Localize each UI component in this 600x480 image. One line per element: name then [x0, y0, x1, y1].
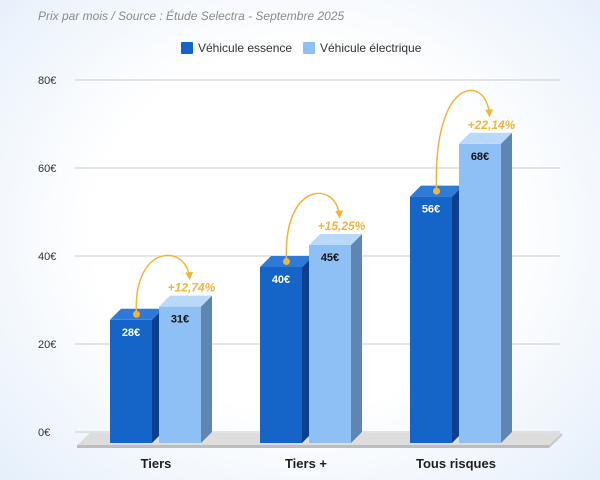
- bar-side-face: [501, 132, 512, 444]
- data-label-vehicule-electrique-tous-risques: 68€: [471, 151, 489, 163]
- y-tick-label: 80€: [38, 75, 56, 87]
- data-labels: 28€ 31€ 40€ 45€ 56€ 68€: [122, 151, 489, 339]
- increase-arrow: [435, 89, 494, 192]
- data-label-vehicule-essence-tiers-plus: 40€: [272, 274, 290, 286]
- increase-annotations: +12,74% +15,25% +22,14%: [133, 89, 516, 318]
- bar-vehicule-electrique-tous-risques: [459, 132, 512, 444]
- arrow-start-dot: [283, 258, 290, 265]
- bar-front-face: [309, 245, 351, 443]
- legend-swatch-electrique: [303, 42, 315, 54]
- bar-vehicule-electrique-tiers-plus: [309, 234, 362, 443]
- y-tick-label: 60€: [38, 163, 56, 175]
- arrow-start-dot: [433, 187, 440, 195]
- bar-front-face: [459, 143, 501, 444]
- bar-front-face: [110, 319, 152, 443]
- data-label-vehicule-essence-tous-risques: 56€: [422, 204, 440, 216]
- bar-front-face: [410, 196, 452, 443]
- chart-title: Prix par mois / Source : Étude Selectra …: [38, 9, 345, 23]
- increase-label: +15,25%: [318, 219, 366, 233]
- increase-annotation-tous-risques: +22,14%: [433, 89, 516, 195]
- data-label-vehicule-essence-tiers: 28€: [122, 327, 140, 339]
- increase-annotation-tiers: +12,74%: [133, 254, 216, 318]
- floor-front-edge: [77, 445, 549, 448]
- legend-item-vehicule-electrique: Véhicule électrique: [303, 41, 421, 55]
- legend-item-vehicule-essence: Véhicule essence: [181, 41, 292, 55]
- bar-front-face: [159, 306, 201, 443]
- legend-swatch-essence: [181, 42, 193, 54]
- bars: [110, 132, 512, 444]
- increase-label: +12,74%: [168, 281, 216, 295]
- legend-label: Véhicule électrique: [320, 41, 422, 55]
- y-tick-label: 0€: [38, 427, 50, 439]
- increase-arrow: [135, 254, 194, 315]
- bar-vehicule-essence-tous-risques: [410, 185, 463, 443]
- y-tick-label: 40€: [38, 251, 56, 263]
- category-label-tiers-plus: Tiers +: [285, 456, 327, 471]
- y-axis-labels: 0€ 20€ 40€ 60€ 80€: [38, 75, 56, 439]
- bar-front-face: [260, 267, 302, 443]
- legend-label: Véhicule essence: [198, 41, 293, 55]
- data-label-vehicule-electrique-tiers-plus: 45€: [321, 252, 339, 264]
- increase-annotation-tiers-plus: +15,25%: [283, 192, 366, 265]
- bar-side-face: [351, 234, 362, 443]
- floor-side-edge: [549, 433, 562, 448]
- category-label-tous-risques: Tous risques: [416, 456, 496, 471]
- data-label-vehicule-electrique-tiers: 31€: [171, 314, 189, 326]
- increase-arrow: [285, 192, 344, 262]
- increase-label: +22,14%: [468, 118, 516, 132]
- category-label-tiers: Tiers: [141, 456, 172, 471]
- y-tick-label: 20€: [38, 339, 56, 351]
- bar-vehicule-electrique-tiers: [159, 295, 212, 443]
- bar-top-face: [309, 234, 362, 245]
- x-axis-labels: Tiers Tiers + Tous risques: [141, 456, 496, 471]
- bar-top-face: [459, 132, 512, 144]
- bar-side-face: [201, 295, 212, 443]
- arrow-start-dot: [133, 310, 140, 318]
- bar-top-face: [159, 295, 212, 307]
